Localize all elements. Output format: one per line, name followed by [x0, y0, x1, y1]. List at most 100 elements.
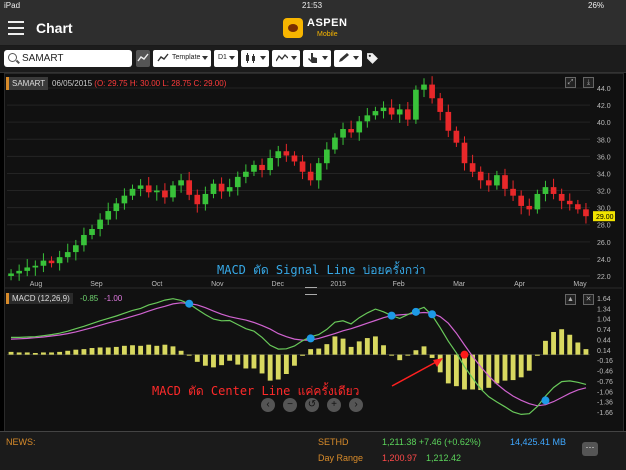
- compare-button[interactable]: [136, 50, 150, 67]
- candle-body: [32, 265, 39, 268]
- search-icon: [8, 53, 17, 62]
- histogram-bar: [227, 354, 233, 361]
- histogram-bar: [170, 346, 176, 355]
- price-grid: [7, 87, 590, 277]
- candle-body: [218, 183, 225, 192]
- candle-body: [534, 193, 541, 210]
- macd-value: -0.85: [80, 294, 99, 303]
- logo-subtitle: Mobile: [317, 31, 338, 38]
- candle-body: [40, 260, 47, 266]
- panel-resize-handle[interactable]: [305, 287, 317, 295]
- annotation-signal-crossing: MACD ตัด Signal Line บ่อยครั้งกว่า: [217, 263, 426, 277]
- draw-dropdown[interactable]: [334, 50, 362, 67]
- candle-body: [558, 193, 565, 201]
- candle-body: [162, 190, 168, 198]
- indicator-up-icon[interactable]: ▲: [565, 294, 576, 305]
- candle-body: [429, 84, 435, 99]
- red-arrow-head: [433, 358, 443, 367]
- histogram-bar: [49, 352, 54, 355]
- histogram-bar: [453, 354, 459, 387]
- histogram-bar: [534, 354, 540, 356]
- expand-icon[interactable]: ⤢: [565, 77, 576, 88]
- save-icon[interactable]: ⤓: [583, 77, 594, 88]
- histogram-bar: [130, 345, 135, 355]
- ohlc-values: (O: 29.75 H: 30.00 L: 28.75 C: 29.00): [94, 79, 227, 88]
- candle-body: [364, 115, 371, 122]
- indicator-dropdown[interactable]: [272, 50, 300, 67]
- histogram-bar: [551, 331, 556, 355]
- histogram-bar: [478, 354, 484, 391]
- histogram-bar: [486, 354, 492, 388]
- time-axis: Aug Sep Oct Nov Dec 2015 Feb Mar Apr May: [30, 281, 587, 288]
- chevron-down-icon: [291, 56, 297, 60]
- histogram-bar: [267, 354, 273, 381]
- candle-body: [24, 267, 31, 271]
- macd-indicator-label: MACD (12,26,9): [6, 293, 73, 304]
- hamburger-menu-icon[interactable]: [8, 21, 24, 35]
- day-range-high: 1,212.42: [426, 453, 462, 463]
- indicator-icon: [276, 54, 288, 62]
- candle-body: [259, 164, 265, 171]
- cursor-dropdown[interactable]: [303, 50, 331, 67]
- zoom-out-button[interactable]: −: [283, 398, 297, 412]
- zoom-in-button[interactable]: +: [327, 398, 341, 412]
- candle-body: [72, 245, 79, 253]
- histogram-bar: [194, 354, 200, 362]
- candle-body: [170, 185, 176, 198]
- index-symbol: SETHD: [318, 437, 349, 447]
- histogram-bar: [16, 352, 22, 355]
- scroll-left-button[interactable]: ‹: [261, 398, 275, 412]
- histogram-bar: [405, 354, 411, 356]
- candle-body: [291, 155, 298, 162]
- macd-tick-label: -0.16: [597, 358, 613, 365]
- histogram-bar: [65, 350, 71, 355]
- histogram-bar: [275, 354, 281, 380]
- candle-body: [332, 137, 338, 150]
- chart-type-dropdown[interactable]: [241, 50, 269, 67]
- signal-crossover-marker: [387, 311, 396, 320]
- indicator-close-icon[interactable]: ✕: [583, 294, 594, 305]
- candle-body: [348, 129, 354, 133]
- price-tick-label: 38.0: [597, 137, 611, 144]
- candle-body: [186, 180, 193, 195]
- signal-value: -1.00: [104, 294, 123, 303]
- more-options-button[interactable]: ···: [582, 442, 598, 456]
- macd-line: [11, 298, 587, 416]
- candlestick-icon: [246, 53, 255, 63]
- histogram-bar: [121, 345, 127, 355]
- histogram-bar: [154, 345, 160, 355]
- histogram-bar: [372, 336, 378, 355]
- index-quote: SETHD 1,211.38 +7.46 (+0.62%) 14,425.41 …: [310, 433, 610, 469]
- reset-zoom-button[interactable]: ↺: [305, 398, 319, 412]
- candle-body: [202, 193, 209, 205]
- tag-icon[interactable]: [366, 52, 379, 65]
- candle-body: [56, 257, 63, 264]
- status-bar: iPad 21:53 26%: [0, 0, 626, 12]
- candle-body: [510, 188, 516, 196]
- histogram-bar: [324, 344, 330, 355]
- candle-body: [81, 234, 87, 246]
- template-dropdown[interactable]: Template: [153, 50, 211, 67]
- interval-dropdown[interactable]: D1: [214, 50, 238, 67]
- candle-body: [453, 130, 460, 143]
- macd-tick-label: -0.76: [597, 379, 613, 386]
- histogram-bar: [211, 354, 216, 368]
- candle-body: [145, 185, 152, 193]
- news-label[interactable]: NEWS:: [6, 437, 36, 447]
- time-tick-label: Mar: [453, 281, 466, 288]
- price-tick-label: 32.0: [597, 189, 611, 196]
- price-tick-label: 24.0: [597, 257, 611, 264]
- day-range-label: Day Range: [318, 453, 364, 463]
- annotation-center-crossing: MACD ตัด Center Line แค่ครั้งเดียว: [152, 384, 360, 398]
- candle-body: [210, 183, 217, 194]
- time-tick-label: Sep: [90, 281, 103, 288]
- histogram-bar: [146, 344, 152, 355]
- price-tick-label: 30.0: [597, 206, 611, 213]
- candle-body: [494, 175, 500, 186]
- histogram-bar: [316, 348, 322, 355]
- time-tick-label: Dec: [272, 281, 285, 288]
- symbol-search-input[interactable]: SAMART: [4, 50, 132, 67]
- macd-tick-label: 1.34: [597, 306, 611, 313]
- scroll-right-button[interactable]: ›: [349, 398, 363, 412]
